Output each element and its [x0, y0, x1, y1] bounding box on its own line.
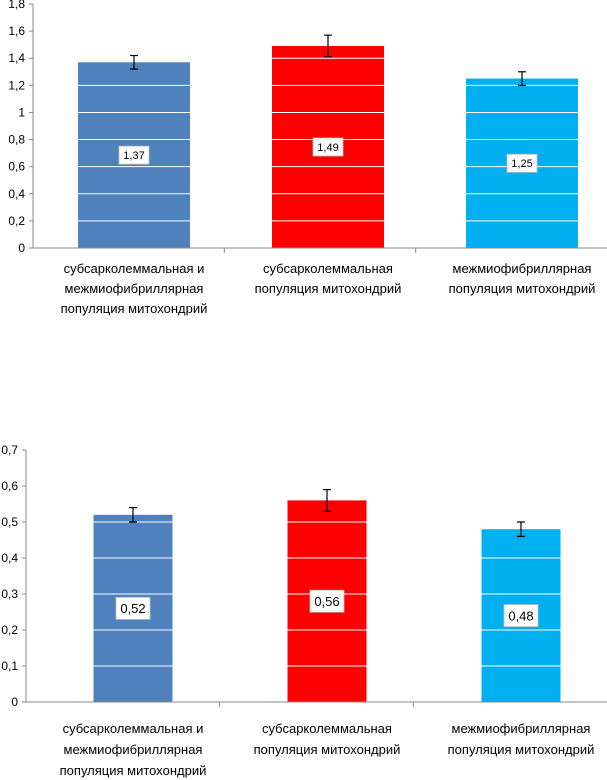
y-tick-label: 0,7: [1, 443, 18, 457]
category-label: субсарколеммальная и межмиофибриллярная по…: [61, 261, 208, 316]
y-tick-label: 0,4: [1, 551, 18, 565]
error-bar: [323, 488, 331, 512]
category-label: субсарколеммальная популяция митохондрий: [255, 261, 402, 296]
y-tick-label: 0,1: [1, 659, 18, 673]
category-label: межмиофибриллярная популяция митохондрий: [448, 721, 595, 757]
error-bar: [129, 506, 137, 523]
svg-text:0,48: 0,48: [508, 608, 533, 623]
data-label: 0,56: [309, 589, 345, 613]
y-tick-label: 0,4: [8, 187, 25, 201]
y-tick-label: 0: [11, 695, 18, 709]
bar-chart-top: 0 0,2 0,4 0,6 0,8 1 1,2 1,4 1,6 1,8 1,37 1,49 1,25 су…: [8, 0, 607, 316]
y-tick-label: 0,6: [8, 160, 25, 174]
data-label: 1,37: [118, 145, 150, 165]
y-tick-label: 1,4: [8, 51, 25, 65]
category-label: субсарколеммальная и межмиофибриллярная по…: [60, 721, 207, 778]
error-bar: [518, 71, 526, 86]
svg-text:0,52: 0,52: [120, 601, 145, 616]
data-label: 1,25: [506, 153, 538, 173]
y-tick-label: 0,2: [1, 623, 18, 637]
y-tick-label: 1,8: [8, 0, 25, 11]
svg-text:0,56: 0,56: [314, 594, 339, 609]
bar-chart-bottom: 0 0,1 0,2 0,3 0,4 0,5 0,6 0,7 0,52 0,56 0,48 субсар…: [1, 443, 607, 778]
data-label: 0,48: [503, 604, 539, 628]
y-tick-label: 0: [18, 241, 25, 255]
y-tick-label: 0,6: [1, 479, 18, 493]
category-label: субсарколеммальная популяция митохондрий: [254, 721, 401, 757]
error-bar: [324, 34, 332, 58]
y-tick-label: 1,6: [8, 24, 25, 38]
data-label: 1,49: [312, 137, 344, 157]
y-tick-label: 0,2: [8, 214, 25, 228]
error-bar: [130, 54, 138, 70]
data-label: 0,52: [115, 596, 151, 620]
y-tick-label: 0,5: [1, 515, 18, 529]
y-tick-label: 1: [18, 105, 25, 119]
svg-text:1,37: 1,37: [123, 150, 144, 162]
svg-text:1,49: 1,49: [317, 142, 338, 154]
category-label: межмиофибриллярная популяция митохондрий: [449, 261, 596, 296]
y-tick-label: 0,3: [1, 587, 18, 601]
error-bar: [517, 521, 525, 538]
y-tick-label: 1,2: [8, 78, 25, 92]
y-tick-label: 0,8: [8, 133, 25, 147]
svg-text:1,25: 1,25: [511, 158, 532, 170]
